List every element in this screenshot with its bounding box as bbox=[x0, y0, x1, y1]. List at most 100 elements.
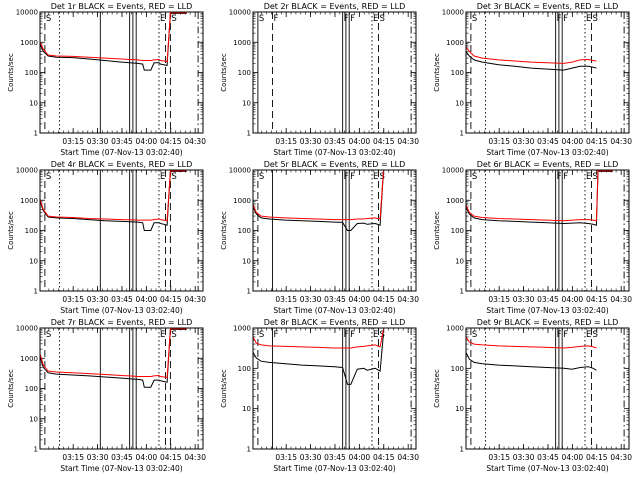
x-tick-label: 04:15 bbox=[586, 295, 608, 304]
detector-panel-5: Det 5r BLACK = Events, RED = LLD Counts/s… bbox=[220, 160, 419, 315]
panel-title: Det 9r BLACK = Events, RED = LLD bbox=[477, 318, 619, 327]
y-tick-label: 1000 bbox=[20, 197, 38, 205]
x-tick-label: 03:15 bbox=[62, 137, 84, 146]
x-axis-label: Start Time (07-Nov-13 03:02:40) bbox=[60, 306, 182, 315]
y-axis-label: Counts/sec bbox=[7, 211, 15, 250]
time-marker-label: S bbox=[593, 172, 598, 182]
plot-frame bbox=[465, 169, 630, 292]
plot-frame bbox=[39, 11, 204, 134]
time-marker-label: S bbox=[46, 172, 51, 182]
y-tick-label: 100 bbox=[238, 69, 251, 77]
time-marker-label: E bbox=[373, 330, 378, 340]
x-tick-label: 04:30 bbox=[184, 453, 206, 462]
x-tick-label: 04:00 bbox=[136, 137, 158, 146]
time-marker-label: E bbox=[373, 172, 378, 182]
time-marker-label: E bbox=[586, 172, 591, 182]
x-tick-label: 04:30 bbox=[184, 295, 206, 304]
y-axis-label: Counts/sec bbox=[220, 53, 228, 92]
y-tick-label: 10 bbox=[242, 257, 251, 265]
y-axis-label: Counts/sec bbox=[433, 53, 441, 92]
x-tick-label: 03:15 bbox=[488, 453, 510, 462]
y-axis-label: Counts/sec bbox=[433, 369, 441, 408]
x-axis-label: Start Time (07-Nov-13 03:02:40) bbox=[273, 464, 395, 473]
x-tick-label: 04:15 bbox=[373, 295, 395, 304]
panel-title: Det 3r BLACK = Events, RED = LLD bbox=[477, 2, 619, 11]
x-tick-label: 04:00 bbox=[562, 453, 584, 462]
series-line-lld bbox=[40, 170, 187, 222]
x-tick-label: 03:30 bbox=[87, 137, 109, 146]
x-tick-label: 03:45 bbox=[537, 453, 559, 462]
y-tick-label: 100 bbox=[451, 69, 464, 77]
x-tick-label: 03:30 bbox=[513, 453, 535, 462]
x-tick-label: 04:00 bbox=[349, 453, 371, 462]
time-marker-label: F bbox=[563, 14, 568, 24]
x-tick-label: 04:15 bbox=[373, 137, 395, 146]
time-marker-label: E bbox=[586, 330, 591, 340]
series-line-lld bbox=[253, 329, 384, 349]
y-tick-label: 10000 bbox=[442, 9, 464, 17]
x-tick-label: 04:30 bbox=[610, 295, 632, 304]
x-tick-label: 04:00 bbox=[349, 295, 371, 304]
time-marker-label: S bbox=[472, 14, 477, 24]
y-axis-label: Counts/sec bbox=[220, 211, 228, 250]
time-marker-label: F bbox=[350, 14, 355, 24]
y-tick-label: 10 bbox=[455, 405, 464, 413]
plot-frame bbox=[465, 11, 630, 134]
series-line-events bbox=[466, 51, 597, 71]
y-tick-label: 10 bbox=[29, 415, 38, 423]
time-marker-label: S bbox=[171, 172, 176, 182]
time-marker-label: S bbox=[472, 330, 477, 340]
time-marker-label: E bbox=[160, 330, 165, 340]
plot-frame bbox=[39, 169, 204, 292]
y-tick-label: 1000 bbox=[233, 197, 251, 205]
time-marker-label: S bbox=[46, 330, 51, 340]
x-tick-label: 04:15 bbox=[160, 137, 182, 146]
y-tick-label: 10 bbox=[455, 99, 464, 107]
y-tick-label: 100 bbox=[25, 385, 38, 393]
x-tick-label: 04:15 bbox=[586, 453, 608, 462]
y-tick-label: 10000 bbox=[442, 167, 464, 175]
series-line-events bbox=[253, 172, 384, 231]
detector-panel-6: Det 6r BLACK = Events, RED = LLD Counts/s… bbox=[433, 160, 632, 315]
x-tick-label: 03:30 bbox=[300, 137, 322, 146]
time-marker-label: S bbox=[380, 14, 385, 24]
x-tick-label: 04:15 bbox=[373, 453, 395, 462]
x-tick-label: 03:45 bbox=[537, 295, 559, 304]
series-line-lld bbox=[466, 46, 597, 64]
y-tick-label: 10000 bbox=[229, 167, 251, 175]
y-tick-label: 10 bbox=[29, 257, 38, 265]
time-marker-label: S bbox=[380, 172, 385, 182]
x-tick-label: 03:45 bbox=[324, 295, 346, 304]
detector-panel-8: Det 8r BLACK = Events, RED = LLD Counts/s… bbox=[220, 318, 419, 473]
detector-panel-3: Det 3r BLACK = Events, RED = LLD Counts/s… bbox=[433, 2, 632, 157]
plot-frame bbox=[252, 11, 417, 134]
x-tick-label: 04:30 bbox=[397, 295, 419, 304]
x-tick-label: 03:45 bbox=[324, 453, 346, 462]
time-marker-label: E bbox=[160, 172, 165, 182]
time-marker-label: S bbox=[171, 14, 176, 24]
x-tick-label: 03:15 bbox=[62, 295, 84, 304]
time-marker-label: S bbox=[472, 172, 477, 182]
y-tick-label: 10 bbox=[29, 99, 38, 107]
x-tick-label: 04:15 bbox=[160, 453, 182, 462]
time-marker-label: S bbox=[593, 330, 598, 340]
x-tick-label: 03:15 bbox=[488, 137, 510, 146]
plot-frame bbox=[39, 327, 204, 450]
x-tick-label: 04:15 bbox=[586, 137, 608, 146]
time-marker-label: E bbox=[373, 14, 378, 24]
x-tick-label: 04:30 bbox=[397, 453, 419, 462]
y-tick-label: 100 bbox=[25, 69, 38, 77]
y-tick-label: 1 bbox=[460, 446, 464, 454]
y-tick-label: 100 bbox=[238, 365, 251, 373]
panel-title: Det 4r BLACK = Events, RED = LLD bbox=[51, 160, 193, 169]
y-tick-label: 10000 bbox=[16, 325, 38, 333]
series-line-events bbox=[466, 352, 597, 371]
series-line-events bbox=[253, 334, 384, 385]
time-marker-label: F bbox=[563, 330, 568, 340]
time-marker-label: S bbox=[171, 330, 176, 340]
y-axis-label: Counts/sec bbox=[433, 211, 441, 250]
y-tick-label: 10000 bbox=[16, 9, 38, 17]
x-tick-label: 04:30 bbox=[184, 137, 206, 146]
x-tick-label: 03:30 bbox=[513, 295, 535, 304]
x-axis-label: Start Time (07-Nov-13 03:02:40) bbox=[486, 148, 608, 157]
